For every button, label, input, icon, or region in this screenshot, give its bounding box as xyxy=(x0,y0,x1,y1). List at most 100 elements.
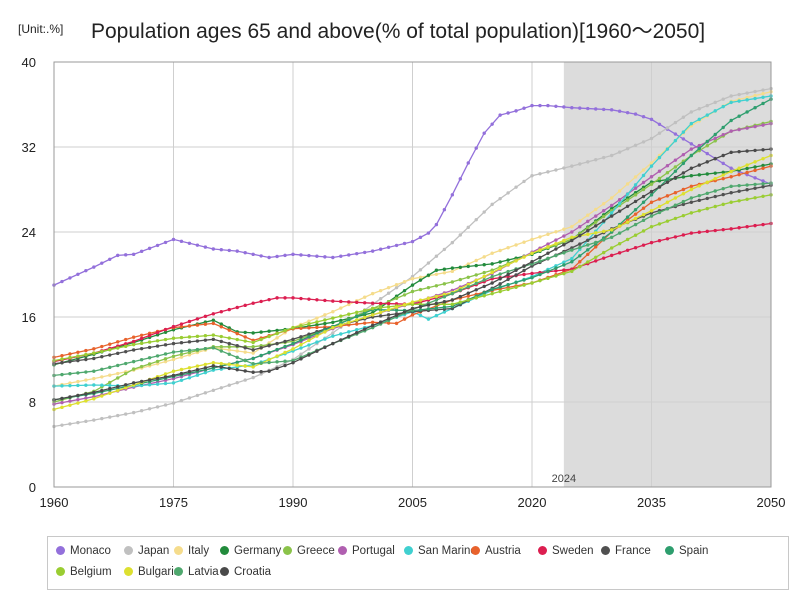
data-point xyxy=(578,224,582,229)
data-point xyxy=(609,211,614,215)
unit-label: [Unit:.%] xyxy=(18,22,64,36)
data-point xyxy=(498,285,502,289)
data-point xyxy=(275,328,279,333)
data-point xyxy=(633,207,638,212)
legend-label: France xyxy=(615,545,651,557)
data-point xyxy=(339,318,343,323)
data-point xyxy=(657,169,662,173)
data-point xyxy=(498,266,502,271)
data-point xyxy=(331,255,335,260)
data-point xyxy=(466,225,470,230)
data-point xyxy=(179,322,184,326)
data-point xyxy=(673,235,678,239)
data-point xyxy=(323,255,327,259)
data-point xyxy=(131,367,136,371)
legend-marker xyxy=(124,546,133,555)
data-point xyxy=(267,358,271,362)
data-point xyxy=(331,309,335,314)
data-point xyxy=(713,176,717,181)
data-point xyxy=(315,340,319,344)
legend-item: Greece xyxy=(283,545,335,557)
data-point xyxy=(745,163,749,167)
data-point xyxy=(729,175,733,179)
data-point xyxy=(466,264,470,269)
data-point xyxy=(609,253,614,258)
data-point xyxy=(737,92,741,97)
data-point xyxy=(466,262,470,266)
data-point xyxy=(681,233,686,237)
data-point xyxy=(378,297,383,301)
data-point xyxy=(466,275,470,279)
data-point xyxy=(243,364,247,368)
data-point xyxy=(721,125,725,130)
data-point xyxy=(179,239,184,244)
data-point xyxy=(458,265,462,269)
data-point xyxy=(347,253,351,257)
data-point xyxy=(697,193,701,198)
data-point xyxy=(251,362,255,366)
data-point xyxy=(498,196,502,201)
data-point xyxy=(116,376,120,380)
data-point xyxy=(211,318,216,322)
data-point xyxy=(641,212,646,217)
data-point xyxy=(649,117,654,122)
data-point xyxy=(586,248,590,252)
data-point xyxy=(363,250,367,255)
data-point xyxy=(450,302,455,306)
data-point xyxy=(76,350,80,354)
data-point xyxy=(235,368,239,372)
data-point xyxy=(131,410,136,415)
data-point xyxy=(649,175,654,179)
data-point xyxy=(673,169,678,173)
data-point xyxy=(474,258,478,263)
data-point xyxy=(84,419,88,424)
legend-label: Latvia xyxy=(188,566,219,578)
data-point xyxy=(649,224,654,229)
data-point xyxy=(339,306,343,310)
data-point xyxy=(155,359,160,364)
data-point xyxy=(562,234,566,238)
data-point xyxy=(562,243,566,247)
data-point xyxy=(490,274,494,279)
data-point xyxy=(761,222,765,227)
data-point xyxy=(729,118,733,123)
data-point xyxy=(689,187,694,192)
data-point xyxy=(124,412,128,416)
data-point xyxy=(625,220,630,224)
data-point xyxy=(538,103,542,108)
data-point xyxy=(761,156,765,161)
data-point xyxy=(84,383,88,387)
data-point xyxy=(163,381,168,386)
data-point xyxy=(705,139,709,144)
data-point xyxy=(307,347,311,351)
data-point xyxy=(625,192,630,196)
data-point xyxy=(434,306,439,310)
legend-marker xyxy=(56,567,65,576)
data-point xyxy=(147,333,152,338)
data-point xyxy=(753,182,757,187)
data-point xyxy=(673,175,678,180)
data-point xyxy=(410,283,415,287)
data-point xyxy=(179,335,184,340)
data-point xyxy=(641,180,646,185)
data-point xyxy=(347,334,351,339)
data-point xyxy=(753,89,757,94)
data-point xyxy=(355,310,359,315)
legend-label: San Marino xyxy=(418,545,477,557)
data-point xyxy=(705,172,709,176)
data-point xyxy=(474,146,478,150)
legend-marker xyxy=(283,546,292,555)
data-point xyxy=(76,272,80,276)
data-point xyxy=(139,249,144,254)
data-point xyxy=(155,354,160,358)
data-point xyxy=(466,298,470,302)
data-point xyxy=(546,256,550,261)
data-point xyxy=(339,338,343,342)
data-point xyxy=(418,305,423,309)
data-point xyxy=(602,229,606,234)
data-point xyxy=(299,326,303,330)
data-point xyxy=(673,120,678,125)
data-point xyxy=(171,369,176,373)
data-point xyxy=(251,340,255,345)
data-point xyxy=(84,348,88,353)
